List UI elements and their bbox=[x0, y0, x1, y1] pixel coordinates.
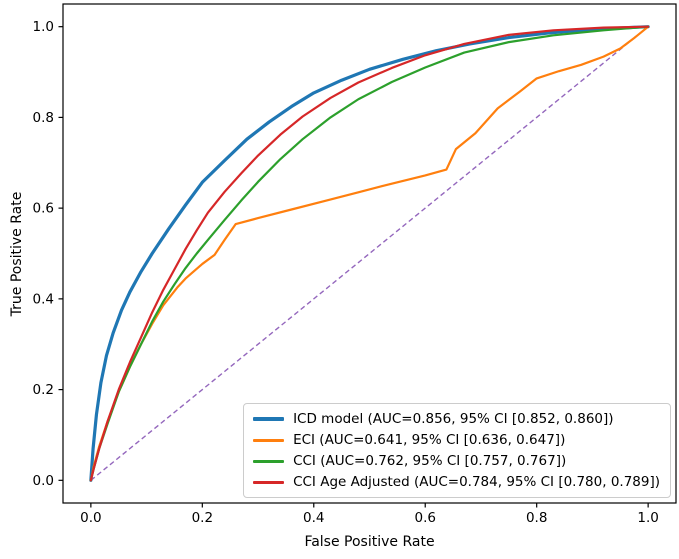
x-axis-label: False Positive Rate bbox=[304, 534, 435, 550]
cci-age-adjusted-line-swatch bbox=[253, 480, 285, 484]
chance-diagonal-line bbox=[90, 26, 649, 481]
y-tick-label-2: 0.4 bbox=[33, 291, 54, 307]
x-tick-label-0: 0.0 bbox=[80, 510, 101, 526]
icd-model-line-swatch bbox=[253, 417, 285, 421]
legend-label-eci: ECI (AUC=0.641, 95% CI [0.636, 0.647]) bbox=[293, 432, 566, 448]
legend: ICD model (AUC=0.856, 95% CI [0.852, 0.8… bbox=[243, 403, 671, 498]
legend-label-cci: CCI (AUC=0.762, 95% CI [0.757, 0.767]) bbox=[293, 453, 567, 469]
roc-curve-2 bbox=[89, 25, 650, 482]
y-tick-label-5: 1.0 bbox=[33, 19, 54, 35]
x-tick-label-4: 0.8 bbox=[526, 510, 547, 526]
x-tick-label-5: 1.0 bbox=[637, 510, 658, 526]
x-tick-label-1: 0.2 bbox=[192, 510, 213, 526]
y-tick-label-1: 0.2 bbox=[33, 382, 54, 398]
roc-curve-3 bbox=[89, 25, 650, 482]
cci-line-swatch bbox=[253, 459, 285, 463]
eci-line-swatch bbox=[253, 438, 285, 442]
legend-label-icd-model: ICD model (AUC=0.856, 95% CI [0.852, 0.8… bbox=[293, 411, 614, 427]
legend-entry-cci-age-adjusted: CCI Age Adjusted (AUC=0.784, 95% CI [0.7… bbox=[253, 474, 660, 490]
legend-entry-eci: ECI (AUC=0.641, 95% CI [0.636, 0.647]) bbox=[253, 432, 660, 448]
y-tick-label-0: 0.0 bbox=[33, 473, 54, 489]
y-tick-label-3: 0.6 bbox=[33, 201, 54, 217]
axes-spines bbox=[62, 3, 677, 504]
legend-entry-cci: CCI (AUC=0.762, 95% CI [0.757, 0.767]) bbox=[253, 453, 660, 469]
y-tick-label-4: 0.8 bbox=[33, 110, 54, 126]
y-axis-label: True Positive Rate bbox=[9, 191, 25, 317]
x-tick-label-2: 0.4 bbox=[303, 510, 324, 526]
legend-entry-icd-model: ICD model (AUC=0.856, 95% CI [0.852, 0.8… bbox=[253, 411, 660, 427]
legend-label-cci-age-adjusted: CCI Age Adjusted (AUC=0.784, 95% CI [0.7… bbox=[293, 474, 660, 490]
x-tick-label-3: 0.6 bbox=[414, 510, 435, 526]
